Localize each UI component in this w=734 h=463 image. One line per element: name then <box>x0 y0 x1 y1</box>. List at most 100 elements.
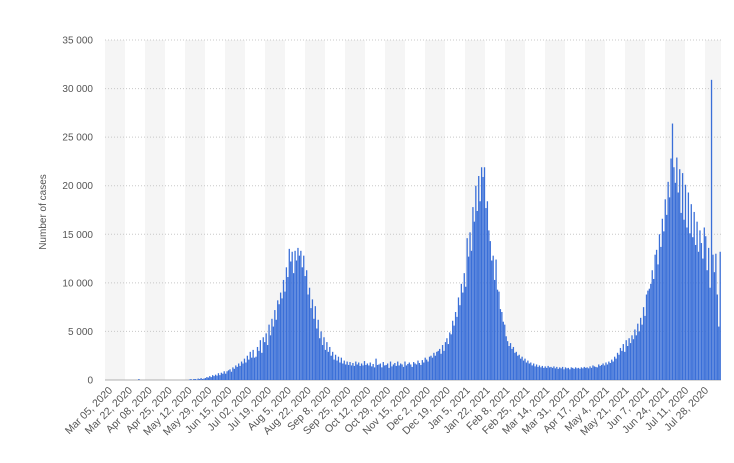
grid-band <box>145 40 165 380</box>
bar <box>649 289 650 380</box>
bar <box>510 343 511 380</box>
bar <box>306 270 307 380</box>
bar <box>274 310 275 380</box>
bar <box>608 362 609 380</box>
bar <box>685 185 686 380</box>
bar <box>471 251 472 380</box>
bar <box>585 368 586 380</box>
bar <box>276 320 277 380</box>
bar <box>614 357 615 380</box>
bar <box>394 363 395 380</box>
bar <box>618 355 619 380</box>
bar <box>232 367 233 380</box>
bar <box>354 366 355 380</box>
bar <box>339 363 340 380</box>
bar <box>644 316 645 380</box>
bar <box>257 347 258 380</box>
bar <box>477 211 478 380</box>
bar <box>326 342 327 380</box>
bar <box>425 358 426 380</box>
bar <box>490 241 491 380</box>
bar <box>413 362 414 380</box>
y-tick-label: 0 <box>87 376 93 387</box>
bar <box>595 367 596 380</box>
bar <box>656 250 657 380</box>
bar <box>370 363 371 380</box>
bar <box>623 344 624 380</box>
bar <box>691 204 692 380</box>
bar <box>702 259 703 380</box>
grid-band <box>385 40 405 380</box>
grid-band <box>545 40 565 380</box>
bar <box>520 359 521 380</box>
bar <box>641 325 642 380</box>
bar <box>478 176 479 380</box>
bar <box>663 231 664 380</box>
bar <box>516 352 517 380</box>
bar <box>715 254 716 380</box>
bar <box>543 368 544 380</box>
bar <box>252 350 253 380</box>
bar <box>377 365 378 380</box>
bar <box>563 369 564 380</box>
bar <box>290 261 291 380</box>
bar <box>495 260 496 380</box>
bar <box>639 331 640 380</box>
bar <box>273 327 274 380</box>
bar <box>600 366 601 380</box>
bar <box>244 359 245 380</box>
bar <box>344 361 345 380</box>
bar <box>383 362 384 380</box>
bar <box>296 261 297 380</box>
bar <box>380 363 381 380</box>
y-tick-label: 25 000 <box>62 133 93 144</box>
grid-lines <box>105 40 721 380</box>
bar <box>480 201 481 380</box>
bar <box>605 363 606 380</box>
bar <box>591 368 592 380</box>
bar <box>342 363 343 380</box>
bar <box>303 256 304 380</box>
bar <box>597 367 598 380</box>
bar <box>517 356 518 380</box>
bar <box>503 322 504 380</box>
bar <box>712 255 713 380</box>
bar <box>708 248 709 380</box>
bar <box>318 320 319 380</box>
bar <box>406 365 407 380</box>
bar <box>199 379 200 380</box>
bar <box>497 290 498 380</box>
bar <box>396 366 397 380</box>
bar <box>475 186 476 380</box>
bar <box>508 346 509 380</box>
y-tick-label: 15 000 <box>62 230 93 241</box>
bar <box>545 366 546 380</box>
grid-band <box>425 40 445 380</box>
bar <box>630 343 631 380</box>
grid-band <box>505 40 525 380</box>
bar <box>300 251 301 380</box>
bar <box>688 193 689 380</box>
bar <box>666 215 667 380</box>
bar <box>539 365 540 380</box>
bar <box>443 351 444 380</box>
bar <box>287 277 288 380</box>
bar <box>568 368 569 380</box>
bar <box>200 378 201 380</box>
bar <box>456 317 457 380</box>
y-axis-label: Number of cases <box>38 174 49 250</box>
bar <box>211 377 212 380</box>
bar <box>493 256 494 380</box>
bar <box>410 364 411 380</box>
bar <box>534 366 535 380</box>
bar <box>292 252 293 380</box>
bar <box>218 373 219 380</box>
bar <box>336 361 337 380</box>
bar <box>647 291 648 380</box>
bar <box>420 365 421 380</box>
bar <box>550 367 551 380</box>
bar <box>521 357 522 380</box>
bar <box>615 359 616 380</box>
bar <box>195 379 196 380</box>
